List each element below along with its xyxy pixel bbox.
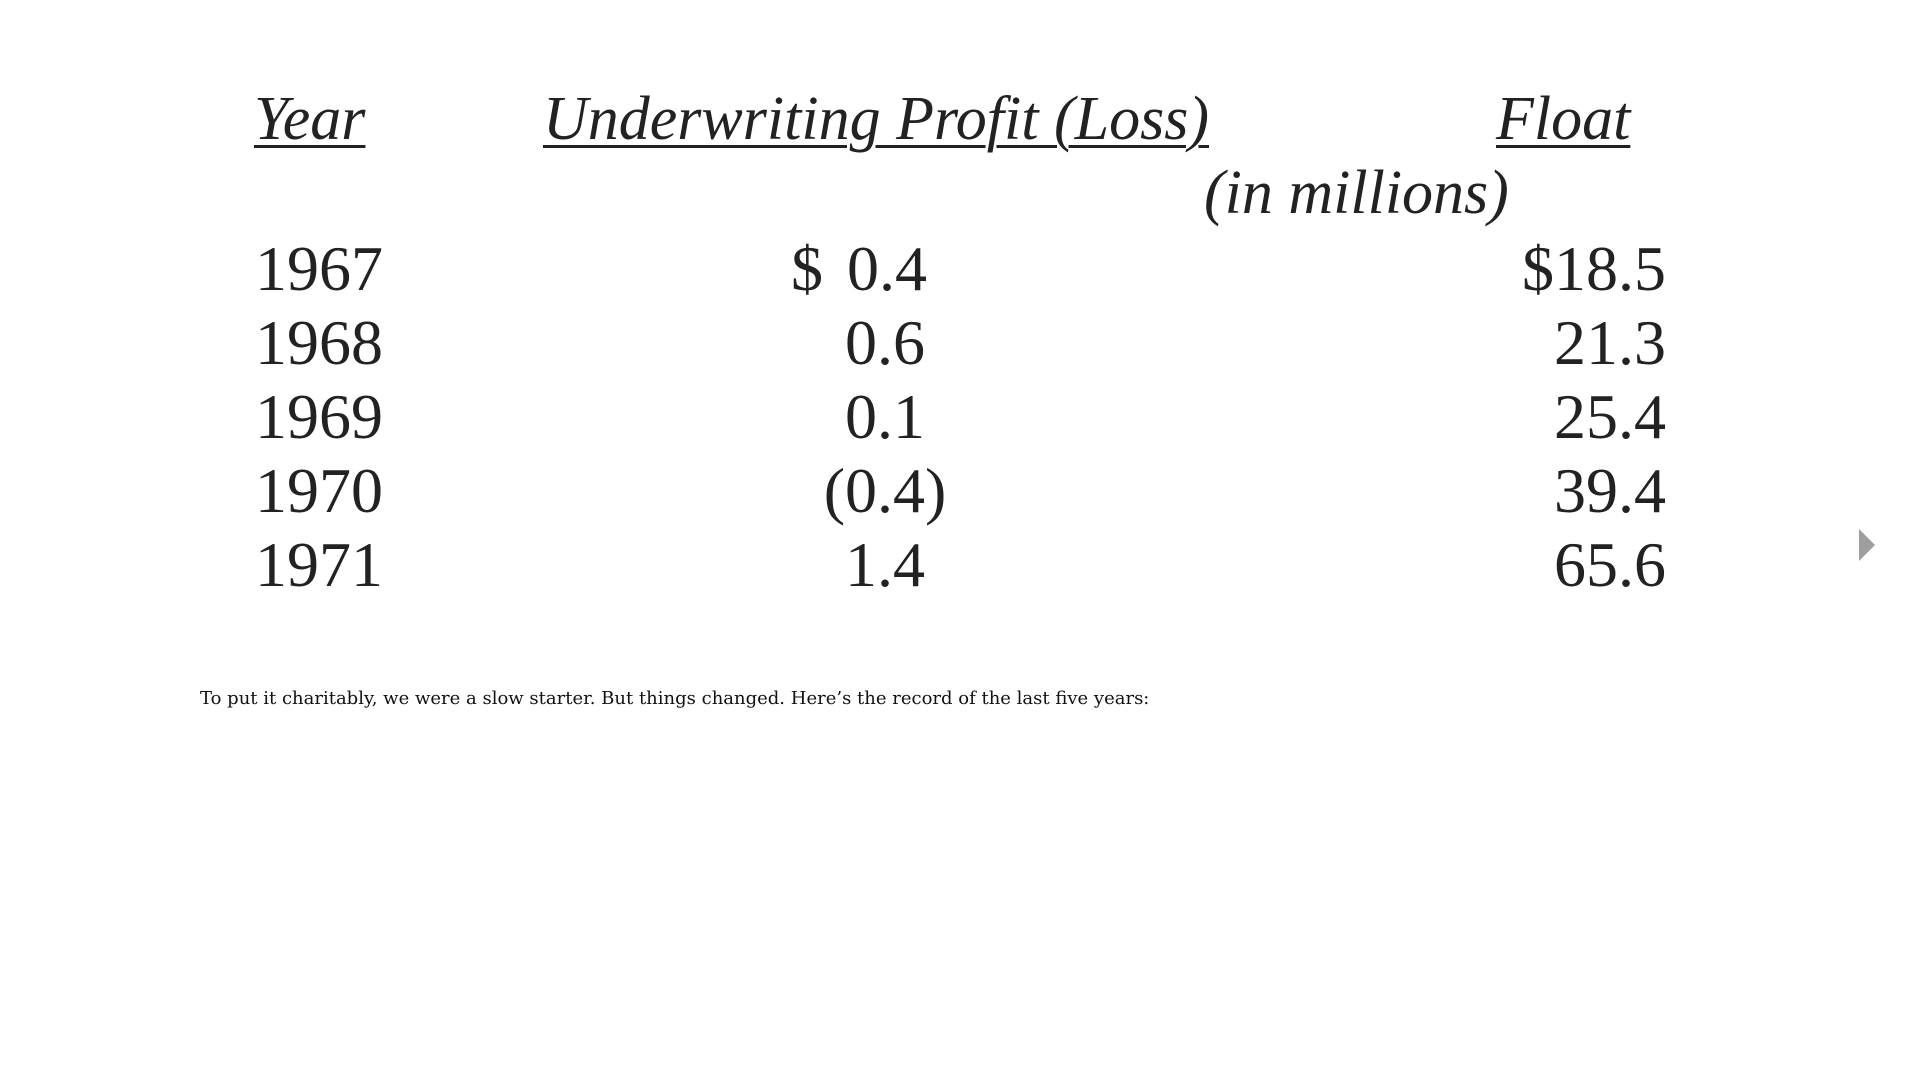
header-float: Float — [1496, 85, 1631, 153]
year-cell: 1970 — [255, 455, 383, 526]
float-cell: $18.5 — [1522, 233, 1666, 304]
year-cell: 1971 — [255, 529, 383, 600]
underwriting-value: 0.4 — [847, 233, 927, 304]
float-cell: 25.4 — [1554, 381, 1666, 452]
underwriting-column: $0.4 0.6 0.1 (0.4) 1.4 — [770, 232, 1000, 602]
underwriting-cell: $0.4 — [770, 232, 1000, 306]
header-underwriting-profit: Underwriting Profit (Loss) — [543, 85, 1209, 153]
float-cell: 21.3 — [1554, 307, 1666, 378]
underwriting-cell: 0.6 — [845, 307, 925, 378]
currency-symbol: $ — [791, 233, 823, 304]
triangle-right-icon — [1859, 529, 1875, 561]
underwriting-cell: (0.4) — [823, 455, 947, 526]
next-page-button[interactable] — [1852, 525, 1882, 565]
year-cell: 1969 — [255, 381, 383, 452]
underwriting-cell: 0.1 — [845, 381, 925, 452]
body-paragraph: To put it charitably, we were a slow sta… — [200, 688, 1150, 709]
year-cell: 1968 — [255, 307, 383, 378]
header-year: Year — [254, 85, 366, 153]
float-history-table-image: Year Underwriting Profit (Loss) Float (i… — [200, 70, 1700, 630]
float-cell: 65.6 — [1554, 529, 1666, 600]
underwriting-cell: 1.4 — [845, 529, 925, 600]
year-cell: 1967 — [255, 233, 383, 304]
float-column: $18.5 21.3 25.4 39.4 65.6 — [1510, 232, 1666, 602]
float-cell: 39.4 — [1554, 455, 1666, 526]
year-column: 1967 1968 1969 1970 1971 — [255, 232, 383, 602]
units-label: (in millions) — [1204, 159, 1509, 227]
